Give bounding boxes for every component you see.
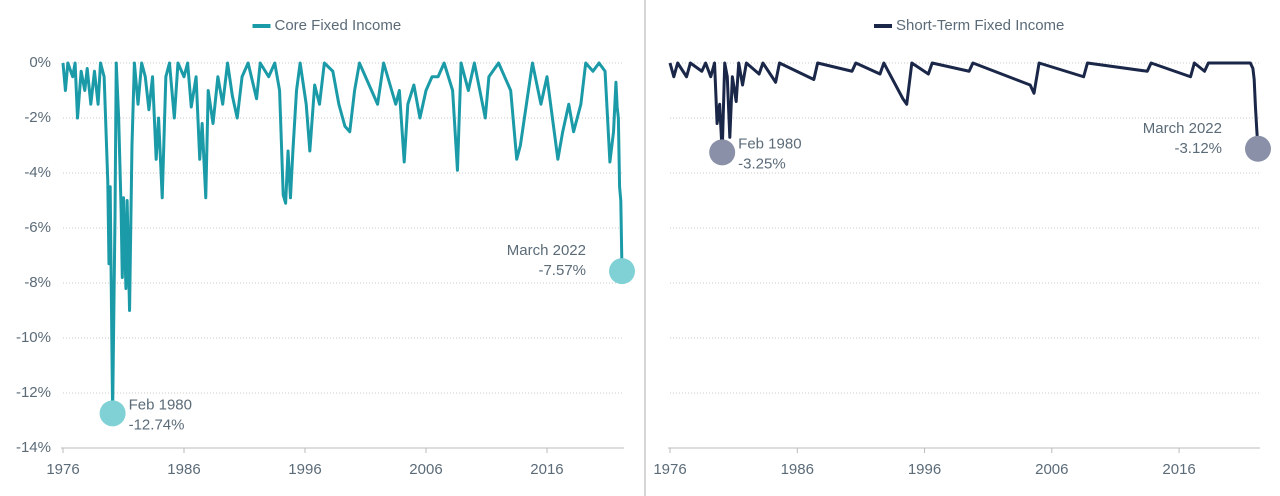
x-tick-label: 1996	[908, 461, 941, 478]
annotation-marker	[709, 139, 736, 166]
y-tick-label: -12%	[16, 384, 51, 401]
x-tick-label: 1976	[653, 461, 686, 478]
y-tick-label: -14%	[16, 439, 51, 456]
y-tick-label: -6%	[24, 219, 51, 236]
annotation-label: March 2022	[507, 242, 586, 259]
series-line	[61, 61, 624, 415]
legend-label: Short-Term Fixed Income	[896, 17, 1064, 34]
annotation-value: -3.12%	[1174, 140, 1222, 157]
annotation-marker	[1245, 135, 1271, 162]
x-tick-label: 1996	[288, 461, 321, 478]
x-tick-label: 1976	[46, 461, 79, 478]
annotation-value: -7.57%	[538, 262, 586, 279]
annotation-label: Feb 1980	[738, 135, 801, 152]
x-tick-label: 1986	[167, 461, 200, 478]
annotation-label: March 2022	[1143, 120, 1222, 137]
annotation-marker	[99, 400, 126, 427]
annotation-value: -12.74%	[129, 416, 185, 433]
x-tick-label: 1986	[781, 461, 814, 478]
annotation-value: -3.25%	[738, 155, 786, 172]
x-tick-label: 2006	[1035, 461, 1068, 478]
series-line	[668, 61, 1260, 154]
y-tick-label: 0%	[29, 54, 51, 71]
x-tick-label: 2016	[1162, 461, 1195, 478]
y-tick-label: -10%	[16, 329, 51, 346]
y-tick-label: -2%	[24, 109, 51, 126]
annotation-marker	[609, 258, 635, 285]
y-tick-label: -4%	[24, 164, 51, 181]
legend-label: Core Fixed Income	[275, 17, 402, 34]
x-tick-label: 2006	[409, 461, 442, 478]
x-tick-label: 2016	[530, 461, 563, 478]
annotation-label: Feb 1980	[129, 396, 192, 413]
y-tick-label: -8%	[24, 274, 51, 291]
